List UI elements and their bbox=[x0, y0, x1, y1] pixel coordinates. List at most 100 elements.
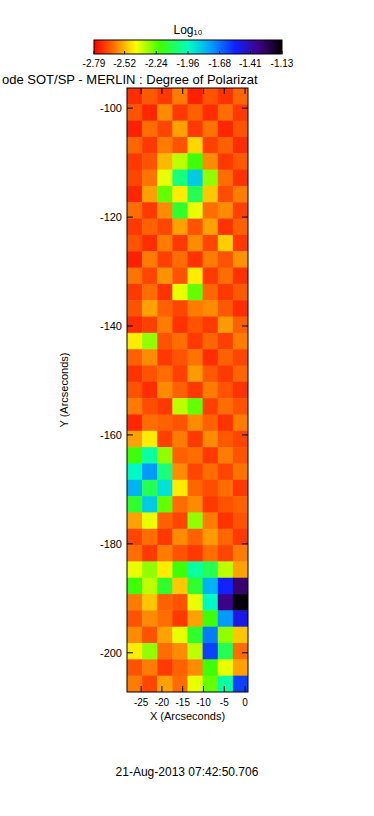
cell bbox=[233, 300, 248, 317]
cell bbox=[157, 463, 173, 480]
cell bbox=[172, 219, 188, 236]
cell bbox=[127, 578, 143, 595]
cell bbox=[142, 512, 158, 529]
cell bbox=[142, 382, 158, 399]
cell bbox=[218, 349, 234, 366]
cell bbox=[142, 398, 158, 415]
cell bbox=[127, 300, 143, 317]
cell bbox=[233, 676, 248, 692]
cell bbox=[218, 578, 234, 595]
cell bbox=[203, 317, 219, 334]
cell bbox=[188, 610, 204, 627]
cell bbox=[203, 333, 219, 350]
cell bbox=[218, 627, 234, 644]
cell bbox=[203, 153, 219, 170]
cell bbox=[233, 578, 248, 595]
cell bbox=[218, 480, 234, 497]
cell bbox=[218, 610, 234, 627]
cell bbox=[157, 121, 173, 138]
cell bbox=[127, 594, 143, 611]
cell bbox=[127, 235, 143, 252]
cell bbox=[203, 561, 219, 578]
cell bbox=[188, 284, 204, 301]
cell bbox=[233, 186, 248, 203]
cell bbox=[218, 300, 234, 317]
cell bbox=[203, 300, 219, 317]
cell bbox=[157, 333, 173, 350]
cell bbox=[157, 202, 173, 219]
cell bbox=[127, 447, 143, 464]
x-tick-label: 0 bbox=[242, 697, 248, 708]
y-tick-label: -120 bbox=[100, 211, 122, 223]
x-tick bbox=[141, 686, 142, 692]
cell bbox=[233, 496, 248, 513]
colorbar bbox=[94, 40, 282, 54]
cell bbox=[233, 366, 248, 383]
cell bbox=[157, 284, 173, 301]
cell bbox=[127, 349, 143, 366]
cell bbox=[203, 414, 219, 431]
cell bbox=[157, 610, 173, 627]
cell bbox=[157, 349, 173, 366]
cell bbox=[203, 578, 219, 595]
cell bbox=[127, 333, 143, 350]
cell bbox=[203, 627, 219, 644]
cell bbox=[203, 545, 219, 562]
cell bbox=[157, 414, 173, 431]
cell bbox=[203, 398, 219, 415]
cell bbox=[218, 170, 234, 187]
cell bbox=[188, 414, 204, 431]
cell bbox=[188, 137, 204, 154]
cell bbox=[188, 88, 204, 105]
cell bbox=[203, 643, 219, 660]
cell bbox=[218, 414, 234, 431]
cell bbox=[188, 333, 204, 350]
cell bbox=[142, 431, 158, 448]
cell bbox=[188, 219, 204, 236]
cell bbox=[203, 284, 219, 301]
cell bbox=[142, 643, 158, 660]
cell bbox=[142, 284, 158, 301]
chart: ode SOT/SP - MERLIN : Degree of Polariza… bbox=[0, 0, 374, 816]
x-tick bbox=[203, 88, 204, 94]
cell bbox=[233, 284, 248, 301]
cell bbox=[127, 643, 143, 660]
cell bbox=[233, 463, 248, 480]
cell bbox=[233, 414, 248, 431]
cell bbox=[142, 137, 158, 154]
cell bbox=[218, 398, 234, 415]
cell bbox=[188, 186, 204, 203]
cell bbox=[127, 104, 143, 121]
cell bbox=[203, 463, 219, 480]
cell bbox=[218, 496, 234, 513]
x-axis-label: X (Arcseconds) bbox=[150, 710, 225, 722]
cell bbox=[172, 300, 188, 317]
colorbar-tick bbox=[250, 51, 251, 54]
cell bbox=[233, 382, 248, 399]
cell bbox=[188, 251, 204, 268]
colorbar-tick bbox=[219, 51, 220, 54]
cell bbox=[172, 447, 188, 464]
cell bbox=[218, 153, 234, 170]
cell bbox=[127, 268, 143, 285]
cell bbox=[142, 627, 158, 644]
cell bbox=[188, 366, 204, 383]
cell bbox=[233, 610, 248, 627]
cell bbox=[157, 186, 173, 203]
cell bbox=[127, 414, 143, 431]
cell bbox=[157, 137, 173, 154]
cell bbox=[157, 676, 173, 692]
cell bbox=[172, 170, 188, 187]
cell bbox=[218, 121, 234, 138]
cell bbox=[188, 170, 204, 187]
y-tick bbox=[127, 217, 133, 218]
cell bbox=[172, 202, 188, 219]
cell bbox=[203, 512, 219, 529]
x-tick-label: -20 bbox=[155, 697, 170, 708]
colorbar-tick-label: -2.24 bbox=[145, 58, 168, 69]
cell bbox=[203, 529, 219, 546]
cell bbox=[188, 235, 204, 252]
colorbar-tick-label: -2.52 bbox=[113, 58, 136, 69]
cell bbox=[127, 496, 143, 513]
cell bbox=[157, 659, 173, 676]
